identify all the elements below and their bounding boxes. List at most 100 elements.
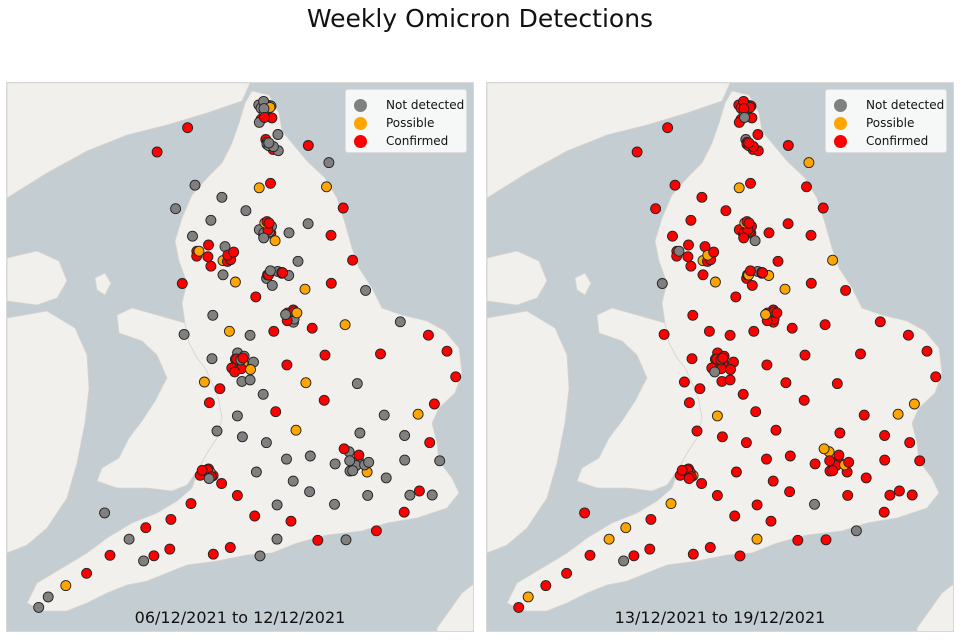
site-confirmed-marker bbox=[878, 506, 890, 518]
site-possible-marker bbox=[709, 276, 721, 288]
map-panel-week-2[interactable]: Not detected Possible Confirmed 13/12/20… bbox=[486, 82, 954, 632]
site-confirmed-marker bbox=[780, 377, 792, 389]
site-possible-marker bbox=[193, 245, 205, 257]
site-confirmed-marker bbox=[893, 485, 905, 497]
not-detected-marker-icon bbox=[834, 99, 847, 112]
site-confirmed-marker bbox=[185, 498, 197, 510]
site-confirmed-marker bbox=[196, 464, 208, 476]
site-possible-marker bbox=[892, 408, 904, 420]
site-possible-marker bbox=[827, 254, 839, 266]
site-not-detected-marker bbox=[362, 489, 374, 501]
site-confirmed-marker bbox=[855, 348, 866, 360]
site-confirmed-marker bbox=[224, 542, 236, 553]
site-confirmed-marker bbox=[662, 122, 674, 134]
site-confirmed-marker bbox=[717, 352, 729, 364]
site-confirmed-marker bbox=[398, 506, 410, 518]
site-not-detected-marker bbox=[809, 498, 820, 510]
site-confirmed-marker bbox=[725, 364, 736, 375]
legend-label: Confirmed bbox=[386, 134, 449, 148]
site-confirmed-marker bbox=[724, 374, 736, 386]
legend-label: Not detected bbox=[386, 98, 465, 112]
site-not-detected-marker bbox=[240, 205, 252, 217]
site-not-detected-marker bbox=[205, 214, 217, 226]
legend-label: Confirmed bbox=[866, 134, 929, 148]
site-confirmed-marker bbox=[265, 177, 276, 189]
site-not-detected-marker bbox=[283, 227, 295, 239]
site-confirmed-marker bbox=[772, 255, 784, 267]
site-confirmed-marker bbox=[757, 267, 769, 279]
site-not-detected-marker bbox=[360, 284, 372, 296]
site-confirmed-marker bbox=[259, 111, 270, 123]
site-possible-marker bbox=[412, 408, 424, 420]
possible-marker-icon bbox=[834, 117, 847, 130]
site-confirmed-marker bbox=[750, 406, 762, 418]
site-confirmed-marker bbox=[678, 376, 690, 388]
map-panel-week-1[interactable]: Not detected Possible Confirmed 06/12/20… bbox=[6, 82, 474, 632]
site-confirmed-marker bbox=[325, 277, 337, 289]
site-possible-marker bbox=[818, 443, 830, 455]
site-possible-marker bbox=[733, 182, 745, 194]
site-confirmed-marker bbox=[685, 214, 697, 226]
site-confirmed-marker bbox=[798, 394, 810, 406]
site-confirmed-marker bbox=[697, 269, 709, 281]
site-confirmed-marker bbox=[686, 353, 698, 365]
site-not-detected-marker bbox=[673, 245, 685, 257]
site-confirmed-marker bbox=[682, 251, 694, 263]
wales-land bbox=[96, 307, 223, 492]
site-confirmed-marker bbox=[268, 325, 280, 337]
site-confirmed-marker bbox=[281, 359, 293, 371]
site-not-detected-marker bbox=[217, 269, 229, 281]
site-confirmed-marker bbox=[676, 464, 688, 476]
site-confirmed-marker bbox=[930, 371, 942, 383]
site-not-detected-marker bbox=[250, 466, 262, 478]
site-confirmed-marker bbox=[685, 260, 697, 272]
ireland-land bbox=[7, 310, 90, 554]
site-confirmed-marker bbox=[270, 406, 282, 418]
site-confirmed-marker bbox=[820, 534, 832, 546]
site-confirmed-marker bbox=[207, 548, 219, 560]
site-not-detected-marker bbox=[189, 179, 201, 191]
legend: Not detected Possible Confirmed bbox=[345, 89, 467, 153]
site-not-detected-marker bbox=[231, 410, 243, 422]
site-confirmed-marker bbox=[860, 472, 872, 484]
site-not-detected-marker bbox=[170, 203, 182, 215]
detection-markers bbox=[513, 95, 942, 613]
site-confirmed-marker bbox=[703, 325, 715, 337]
site-possible-marker bbox=[60, 580, 72, 592]
wales-land bbox=[576, 307, 703, 492]
site-confirmed-marker bbox=[748, 325, 760, 337]
site-confirmed-marker bbox=[740, 437, 752, 449]
site-possible-marker bbox=[299, 283, 311, 295]
site-confirmed-marker bbox=[450, 371, 462, 383]
site-possible-marker bbox=[291, 307, 303, 319]
site-not-detected-marker bbox=[329, 498, 340, 510]
site-not-detected-marker bbox=[138, 555, 150, 567]
site-confirmed-marker bbox=[584, 549, 596, 561]
site-confirmed-marker bbox=[231, 490, 243, 501]
site-not-detected-marker bbox=[206, 353, 218, 365]
not-detected-marker-icon bbox=[354, 99, 367, 112]
site-confirmed-marker bbox=[874, 316, 886, 328]
site-confirmed-marker bbox=[730, 291, 742, 303]
site-possible-marker bbox=[665, 498, 677, 510]
site-possible-marker bbox=[245, 364, 256, 375]
site-not-detected-marker bbox=[244, 329, 256, 341]
site-confirmed-marker bbox=[801, 181, 812, 193]
map-canvas bbox=[7, 83, 473, 631]
site-not-detected-marker bbox=[434, 455, 446, 467]
site-confirmed-marker bbox=[744, 265, 756, 277]
site-confirmed-marker bbox=[176, 278, 188, 289]
site-confirmed-marker bbox=[658, 328, 670, 340]
site-not-detected-marker bbox=[211, 425, 223, 437]
chart-title: Weekly Omicron Detections bbox=[306, 4, 654, 33]
site-not-detected-marker bbox=[394, 316, 406, 328]
site-not-detected-marker bbox=[656, 278, 668, 289]
site-possible-marker bbox=[198, 376, 210, 388]
site-confirmed-marker bbox=[441, 345, 453, 357]
site-not-detected-marker bbox=[272, 129, 284, 140]
site-confirmed-marker bbox=[834, 427, 846, 439]
site-confirmed-marker bbox=[202, 251, 214, 263]
site-confirmed-marker bbox=[696, 191, 708, 203]
confirmed-marker-icon bbox=[354, 135, 367, 148]
site-confirmed-marker bbox=[370, 525, 382, 537]
